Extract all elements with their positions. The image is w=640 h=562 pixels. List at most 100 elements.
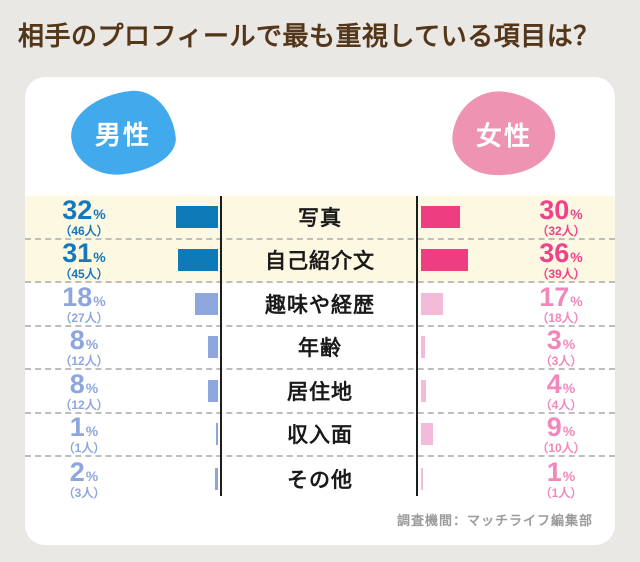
- category-label: 趣味や経歴: [265, 293, 375, 317]
- female-bar-zone: [418, 457, 507, 501]
- female-respondent-count: （32人）: [536, 223, 586, 238]
- female-bar: [421, 423, 433, 446]
- male-bar-zone: [137, 327, 222, 369]
- female-respondent-count: （39人）: [536, 267, 586, 282]
- female-stat: 1% （1人）: [507, 456, 615, 500]
- male-percent: 32%: [31, 194, 137, 225]
- female-bar-zone: [418, 327, 507, 369]
- female-percent: 9%: [507, 414, 615, 441]
- female-percent: 17%: [507, 281, 615, 312]
- male-stat: 8% （12人）: [25, 327, 137, 369]
- male-respondent-count: （45人）: [59, 267, 109, 282]
- male-percent: 18%: [31, 281, 137, 312]
- male-bar: [216, 423, 218, 446]
- female-percent: 3%: [507, 327, 615, 354]
- female-stat: 17% （18人）: [507, 281, 615, 325]
- female-percent-value: 30: [539, 194, 570, 225]
- chart-row: 18% （27人） 趣味や経歴 17% （18人）: [25, 283, 615, 327]
- chart-rows: 32% （46人） 写真 30% （32人） 31% （45人） 自己紹介文 3…: [25, 196, 615, 501]
- female-stat: 9% （10人）: [507, 414, 615, 456]
- percent-sign: %: [562, 467, 576, 484]
- category-label: 居住地: [287, 380, 353, 404]
- male-bar: [215, 467, 218, 490]
- male-percent: 31%: [31, 240, 137, 267]
- male-percent-value: 8: [69, 368, 85, 399]
- male-bar-zone: [137, 370, 222, 412]
- percent-sign: %: [93, 205, 106, 222]
- male-stat: 18% （27人）: [25, 281, 137, 325]
- percent-sign: %: [570, 292, 583, 309]
- female-stat: 3% （3人）: [507, 327, 615, 369]
- male-percent: 8%: [31, 327, 137, 354]
- female-bar-zone: [418, 240, 507, 282]
- male-stat: 31% （45人）: [25, 240, 137, 282]
- female-respondent-count: （18人）: [536, 310, 586, 325]
- female-percent: 1%: [507, 456, 615, 487]
- male-bar-zone: [137, 414, 222, 456]
- female-percent: 36%: [507, 240, 615, 267]
- male-percent: 8%: [31, 368, 137, 399]
- percent-sign: %: [85, 379, 99, 396]
- percent-sign: %: [85, 467, 99, 484]
- male-bar-zone: [137, 240, 222, 282]
- female-percent-value: 36: [539, 238, 570, 269]
- chart-card: 男性 女性 32% （46人） 写真 30% （32人） 31% （45人）: [25, 77, 615, 545]
- percent-sign: %: [93, 249, 106, 266]
- female-percent-value: 1: [546, 456, 562, 487]
- chart-row: 31% （45人） 自己紹介文 36% （39人）: [25, 239, 615, 283]
- male-bar-zone: [137, 196, 222, 238]
- female-bar: [421, 467, 423, 490]
- male-bar: [178, 249, 218, 272]
- female-bar-zone: [418, 196, 507, 238]
- female-bar: [421, 336, 425, 359]
- male-respondent-count: （46人）: [59, 223, 109, 238]
- page-title: 相手のプロフィールで最も重視している項目は？: [18, 21, 600, 51]
- percent-sign: %: [562, 423, 576, 440]
- male-respondent-count: （12人）: [59, 354, 109, 369]
- male-bar: [176, 205, 218, 228]
- percent-sign: %: [570, 249, 583, 266]
- male-respondent-count: （1人）: [62, 441, 106, 456]
- male-respondent-count: （12人）: [59, 397, 109, 412]
- male-stat: 8% （12人）: [25, 368, 137, 412]
- male-percent-value: 31: [62, 238, 93, 269]
- male-bar-zone: [137, 457, 222, 501]
- percent-sign: %: [93, 292, 106, 309]
- male-percent-value: 32: [62, 194, 93, 225]
- category-label: 年齢: [298, 337, 342, 361]
- male-respondent-count: （27人）: [59, 310, 109, 325]
- male-stat: 2% （3人）: [25, 456, 137, 499]
- male-legend-blob: 男性: [66, 86, 180, 180]
- female-percent-value: 17: [539, 281, 570, 312]
- male-bar: [208, 379, 218, 402]
- male-bar: [208, 336, 218, 359]
- female-percent-value: 3: [546, 325, 562, 356]
- female-percent-value: 9: [546, 412, 562, 443]
- category-label: 収入面: [287, 424, 353, 448]
- percent-sign: %: [570, 205, 583, 222]
- male-percent: 1%: [31, 414, 137, 441]
- male-axis-line: [220, 196, 222, 496]
- female-respondent-count: （1人）: [539, 485, 583, 500]
- male-stat: 32% （46人）: [25, 194, 137, 238]
- male-legend-label: 男性: [94, 119, 152, 150]
- male-percent-value: 2: [69, 456, 85, 487]
- female-respondent-count: （10人）: [536, 441, 586, 456]
- female-stat: 4% （4人）: [507, 370, 615, 411]
- female-respondent-count: （3人）: [539, 354, 583, 369]
- female-stat: 36% （39人）: [507, 240, 615, 282]
- chart-row: 2% （3人） その他 1% （1人）: [25, 457, 615, 501]
- male-percent-value: 18: [62, 281, 93, 312]
- female-axis-line: [416, 196, 418, 496]
- source-note: 調査機間：マッチライフ編集部: [396, 513, 593, 528]
- percent-sign: %: [85, 336, 99, 353]
- female-bar-zone: [418, 370, 507, 412]
- female-percent: 30%: [507, 194, 615, 225]
- female-bar: [421, 379, 426, 402]
- female-bar: [421, 292, 443, 315]
- female-bar: [421, 249, 468, 272]
- male-bar-zone: [137, 283, 222, 325]
- category-label: その他: [287, 468, 353, 492]
- female-stat: 30% （32人）: [507, 194, 615, 238]
- male-bar: [195, 292, 218, 315]
